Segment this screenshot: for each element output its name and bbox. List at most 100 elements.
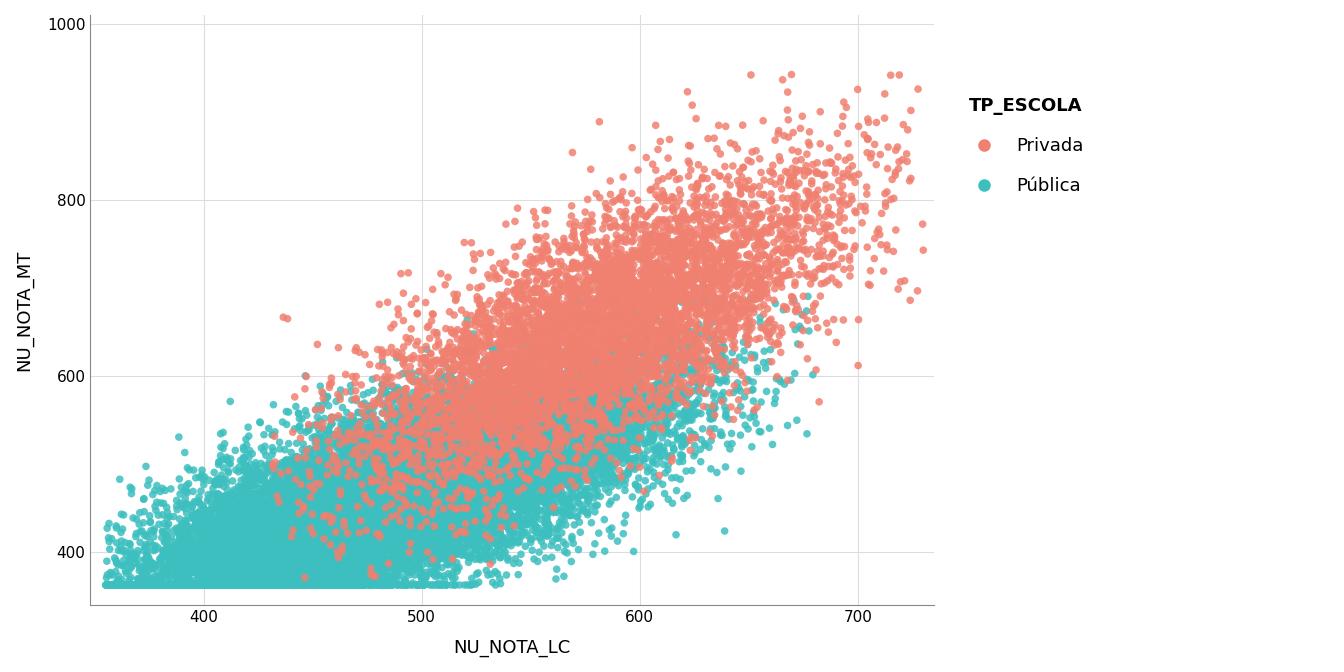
Point: [449, 516, 470, 527]
Point: [359, 461, 380, 472]
Point: [238, 560, 259, 571]
Point: [637, 300, 659, 310]
Point: [309, 501, 331, 511]
Point: [474, 388, 496, 398]
Point: [583, 407, 605, 417]
Point: [715, 213, 737, 224]
Point: [636, 331, 657, 342]
Point: [750, 323, 771, 333]
Point: [458, 440, 480, 451]
Point: [460, 509, 481, 520]
Point: [585, 423, 606, 433]
Point: [789, 197, 810, 208]
Point: [482, 453, 504, 464]
Point: [347, 436, 368, 447]
Point: [192, 474, 214, 485]
Point: [403, 444, 425, 455]
Point: [477, 450, 499, 461]
Point: [269, 537, 290, 548]
Point: [458, 523, 480, 534]
Point: [274, 505, 296, 515]
Point: [564, 296, 586, 306]
Point: [560, 343, 582, 353]
Point: [331, 484, 352, 495]
Point: [356, 530, 378, 540]
Point: [316, 545, 337, 556]
Point: [418, 499, 439, 509]
Point: [394, 499, 415, 509]
Point: [660, 291, 681, 302]
Point: [691, 367, 712, 378]
Point: [212, 427, 234, 438]
Point: [594, 396, 616, 407]
Point: [434, 467, 456, 478]
Point: [277, 528, 298, 539]
Point: [499, 491, 520, 502]
Point: [403, 486, 425, 497]
Point: [301, 560, 323, 571]
Point: [771, 75, 793, 85]
Point: [352, 506, 374, 517]
Point: [253, 533, 274, 544]
Point: [380, 489, 402, 499]
Point: [382, 494, 403, 505]
Point: [190, 563, 211, 574]
Point: [652, 390, 673, 401]
Point: [589, 433, 610, 444]
Point: [328, 472, 349, 482]
Point: [378, 503, 399, 513]
Point: [484, 411, 505, 422]
Point: [175, 580, 196, 591]
Point: [250, 517, 271, 528]
Point: [442, 470, 464, 481]
Point: [500, 390, 521, 401]
Point: [317, 507, 339, 518]
Point: [564, 389, 586, 400]
Point: [555, 519, 577, 530]
Point: [234, 506, 255, 517]
Point: [465, 437, 487, 448]
Point: [352, 519, 374, 530]
Point: [499, 355, 520, 366]
Point: [681, 182, 703, 193]
Point: [316, 460, 337, 470]
Point: [504, 432, 526, 443]
Point: [371, 478, 392, 489]
Point: [208, 580, 230, 591]
Point: [302, 532, 324, 542]
Point: [474, 413, 496, 424]
Point: [523, 335, 544, 345]
Point: [321, 493, 343, 503]
Point: [542, 536, 563, 546]
Point: [415, 431, 437, 442]
Point: [468, 363, 489, 374]
Point: [544, 489, 566, 499]
Point: [274, 532, 296, 543]
Point: [489, 358, 511, 369]
Point: [406, 532, 427, 542]
Point: [478, 365, 500, 376]
Point: [359, 554, 380, 565]
Point: [241, 542, 262, 552]
Point: [460, 466, 481, 476]
Point: [476, 453, 497, 464]
Point: [239, 579, 261, 589]
Point: [640, 294, 661, 304]
Point: [431, 435, 453, 446]
Point: [492, 470, 513, 480]
Point: [504, 554, 526, 564]
Point: [493, 317, 515, 327]
Point: [345, 499, 367, 509]
Point: [171, 553, 192, 564]
Point: [453, 477, 474, 488]
Point: [370, 514, 391, 525]
Point: [368, 507, 390, 518]
Point: [391, 485, 413, 496]
Point: [286, 580, 308, 591]
Point: [508, 396, 530, 407]
Point: [267, 493, 289, 504]
Point: [271, 521, 293, 532]
Point: [637, 270, 659, 281]
Point: [226, 545, 247, 556]
Point: [551, 394, 573, 405]
